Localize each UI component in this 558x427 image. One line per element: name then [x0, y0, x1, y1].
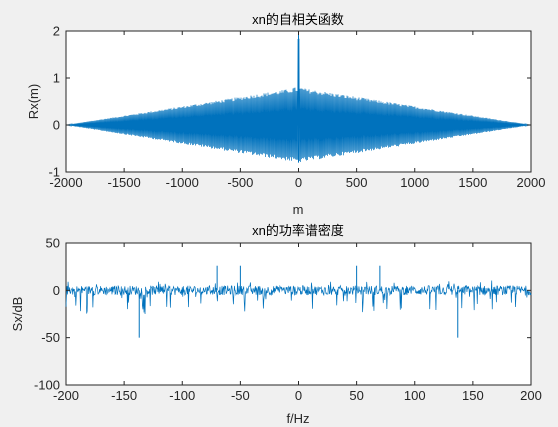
psd-line [65, 280, 532, 314]
x-tick-label: 1000 [400, 175, 429, 190]
y-tick-label: 0 [53, 118, 60, 133]
y-tick-label: 1 [53, 71, 60, 86]
autocorrelation-xlabel: m [293, 202, 304, 217]
psd-xlabel: f/Hz [286, 411, 309, 426]
x-tick-label: 100 [404, 388, 426, 403]
x-tick-label: -500 [227, 175, 253, 190]
x-tick-label: 50 [349, 388, 363, 403]
autocorrelation-series [65, 31, 532, 163]
y-tick-label: 0 [53, 283, 60, 298]
autocorrelation-ylabel: Rx(m) [26, 84, 41, 119]
x-tick-label: 0 [295, 175, 302, 190]
x-tick-label: 0 [295, 388, 302, 403]
psd-ticks: -200 -150 -100 -50 0 50 100 150 200 -100 -50 0 50 [34, 236, 542, 404]
autocorrelation-title: xn的自相关函数 [252, 12, 344, 27]
y-tick-label: -1 [48, 165, 60, 180]
x-tick-label: -1000 [166, 175, 199, 190]
x-tick-label: 1500 [458, 175, 487, 190]
x-tick-label: -50 [231, 388, 250, 403]
x-tick-label: -200 [53, 388, 79, 403]
x-tick-label: -1500 [108, 175, 141, 190]
psd-axes-box [65, 242, 532, 386]
x-tick-label: 200 [520, 388, 542, 403]
x-tick-label: 2000 [517, 175, 546, 190]
x-tick-label: 150 [462, 388, 484, 403]
y-tick-label: 2 [53, 24, 60, 39]
y-tick-label: -100 [34, 378, 60, 393]
psd-ylabel: Sx/dB [10, 297, 25, 332]
x-tick-label: -2000 [49, 175, 82, 190]
x-tick-label: -150 [111, 388, 137, 403]
x-tick-label: -100 [169, 388, 195, 403]
psd-plot: -200 -150 -100 -50 0 50 100 150 200 -100 -50 0 50 xn… [10, 223, 542, 426]
autocorrelation-ticks: -2000 -1500 -1000 -500 0 500 1000 1500 2000 -1 0 1 2 [48, 24, 545, 191]
psd-title: xn的功率谱密度 [252, 223, 344, 238]
x-tick-label: 500 [346, 175, 368, 190]
y-tick-label: 50 [46, 236, 60, 251]
psd-series [65, 265, 532, 338]
y-tick-label: -50 [41, 330, 60, 345]
autocorrelation-plot: -2000 -1500 -1000 -500 0 500 1000 1500 2000 -1 0 1 2… [26, 12, 545, 217]
